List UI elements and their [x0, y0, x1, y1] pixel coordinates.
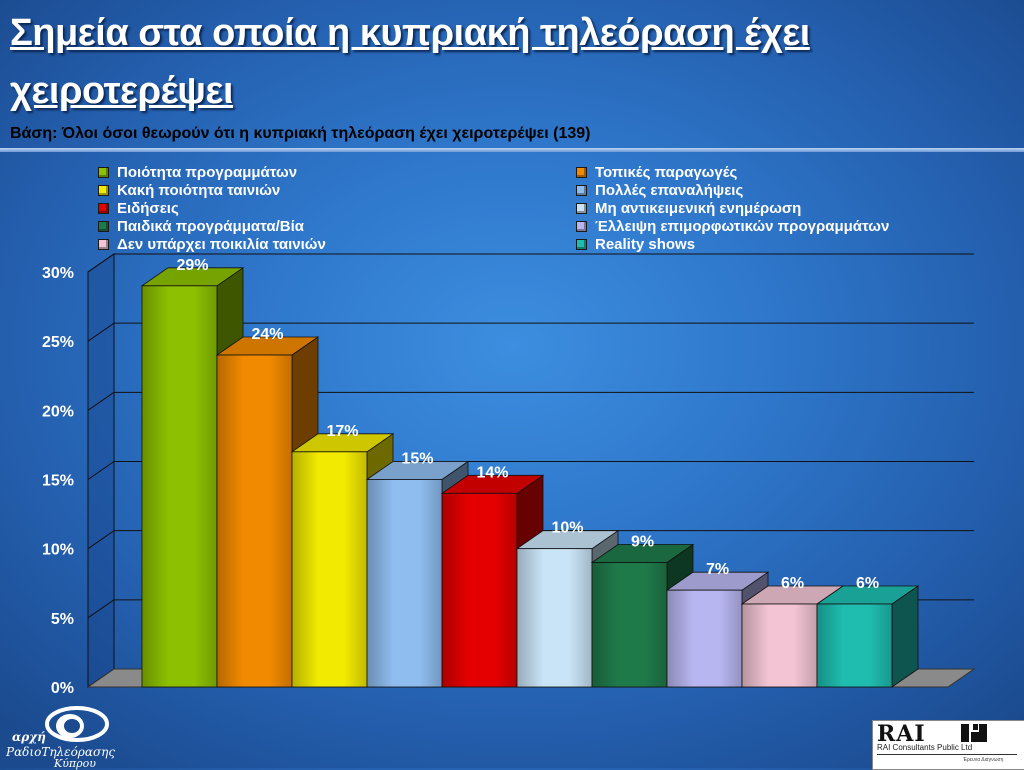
gridline-side	[87, 530, 115, 550]
gridline-side	[87, 253, 115, 273]
data-label: 10%	[551, 520, 583, 537]
figures-icon	[961, 724, 987, 742]
gridline-side	[87, 391, 115, 411]
bar	[741, 603, 818, 688]
y-tick-label: 0%	[51, 680, 74, 697]
bar-chart: 0% 5% 10% 15% 20% 25% 30% 29% 24% 17% 15% 14% 10% 9% 7…	[42, 253, 976, 697]
legend-label: Πολλές επαναλήψεις	[595, 181, 744, 199]
bar	[666, 589, 743, 688]
right-logo-tagline: Έρευνα Διάγνωση	[963, 757, 1004, 763]
data-label: 17%	[326, 423, 358, 440]
legend-item: Έλλειψη επιμορφωτικών προγραμμάτων	[576, 217, 889, 235]
legend-item: Reality shows	[576, 235, 695, 253]
gridline-side	[87, 599, 115, 619]
gridline-side	[87, 461, 115, 480]
legend-swatch	[98, 184, 109, 196]
data-label: 9%	[631, 534, 654, 551]
legend-label: Κακή ποιότητα ταινιών	[117, 181, 281, 199]
data-label: 14%	[476, 464, 508, 481]
legend-swatch	[98, 166, 109, 178]
y-tick-label: 15%	[42, 473, 74, 490]
bar	[591, 562, 668, 688]
y-tick-label: 25%	[42, 334, 74, 351]
legend-swatch	[576, 220, 587, 232]
legend-swatch	[576, 238, 587, 250]
legend-item: Ποιότητα προγραμμάτων	[98, 163, 297, 181]
legend-item: Πολλές επαναλήψεις	[576, 181, 743, 199]
data-label: 15%	[401, 451, 433, 468]
y-tick-label: 5%	[51, 611, 74, 628]
chart-legend: Ποιότητα προγραμμάτων Τοπικές παραγωγές Κα…	[0, 163, 1024, 253]
left-logo-line1: αρχή	[12, 730, 46, 744]
y-tick-label: 20%	[42, 403, 74, 420]
legend-swatch	[98, 238, 109, 250]
right-logo: RAI RAI Consultants Public Ltd Έρευνα Δι…	[872, 720, 1024, 770]
legend-swatch	[98, 220, 109, 232]
legend-item: Παιδικά προγράμματα/Βία	[98, 217, 304, 235]
chart-subtitle: Βάση: Όλοι όσοι θεωρούν ότι η κυπριακή τ…	[10, 125, 591, 142]
legend-swatch	[576, 184, 587, 196]
legend-label: Δεν υπάρχει ποικιλία ταινιών	[117, 235, 326, 253]
left-logo-line3: Κύπρου	[54, 757, 96, 770]
legend-label: Ποιότητα προγραμμάτων	[117, 163, 298, 181]
legend-label: Μη αντικειμενική ενημέρωση	[595, 199, 802, 217]
data-label: 7%	[706, 561, 729, 578]
bar	[441, 492, 518, 688]
bar	[516, 548, 593, 688]
broadcaster-logo-icon	[45, 706, 109, 742]
legend-label: Reality shows	[595, 235, 696, 253]
right-logo-name: RAI	[877, 721, 926, 747]
right-logo-divider	[877, 754, 1017, 755]
data-label: 6%	[856, 575, 879, 592]
right-logo-subtitle: RAI Consultants Public Ltd	[877, 743, 973, 752]
y-tick-label: 30%	[42, 265, 74, 282]
legend-item: Τοπικές παραγωγές	[576, 163, 737, 181]
bar	[816, 603, 893, 688]
legend-label: Παιδικά προγράμματα/Βία	[117, 217, 304, 235]
data-label: 29%	[176, 257, 208, 274]
legend-item: Κακή ποιότητα ταινιών	[98, 181, 280, 199]
legend-label: Ειδήσεις	[117, 199, 179, 217]
data-label: 6%	[781, 575, 804, 592]
left-logo: αρχή ΡαδιοΤηλεόρασης Κύπρου	[2, 700, 142, 770]
bar	[291, 451, 368, 688]
legend-swatch	[576, 166, 587, 178]
y-tick-label: 10%	[42, 542, 74, 559]
legend-swatch	[576, 202, 587, 214]
legend-item: Μη αντικειμενική ενημέρωση	[576, 199, 801, 217]
legend-label: Έλλειψη επιμορφωτικών προγραμμάτων	[595, 217, 890, 235]
bar	[216, 354, 293, 688]
left-logo-line2: ΡαδιοΤηλεόρασης	[6, 745, 116, 759]
legend-label: Τοπικές παραγωγές	[595, 163, 738, 181]
bar	[141, 285, 218, 688]
data-label: 24%	[251, 326, 283, 343]
bar	[366, 479, 443, 688]
gridline-side	[87, 322, 115, 342]
page-title: Σημεία στα οποία η κυπριακή τηλεόραση έχ…	[10, 12, 810, 112]
legend-item: Δεν υπάρχει ποικιλία ταινιών	[98, 235, 326, 253]
legend-item: Ειδήσεις	[98, 199, 179, 217]
title-divider	[0, 148, 1024, 152]
legend-swatch	[98, 202, 109, 214]
